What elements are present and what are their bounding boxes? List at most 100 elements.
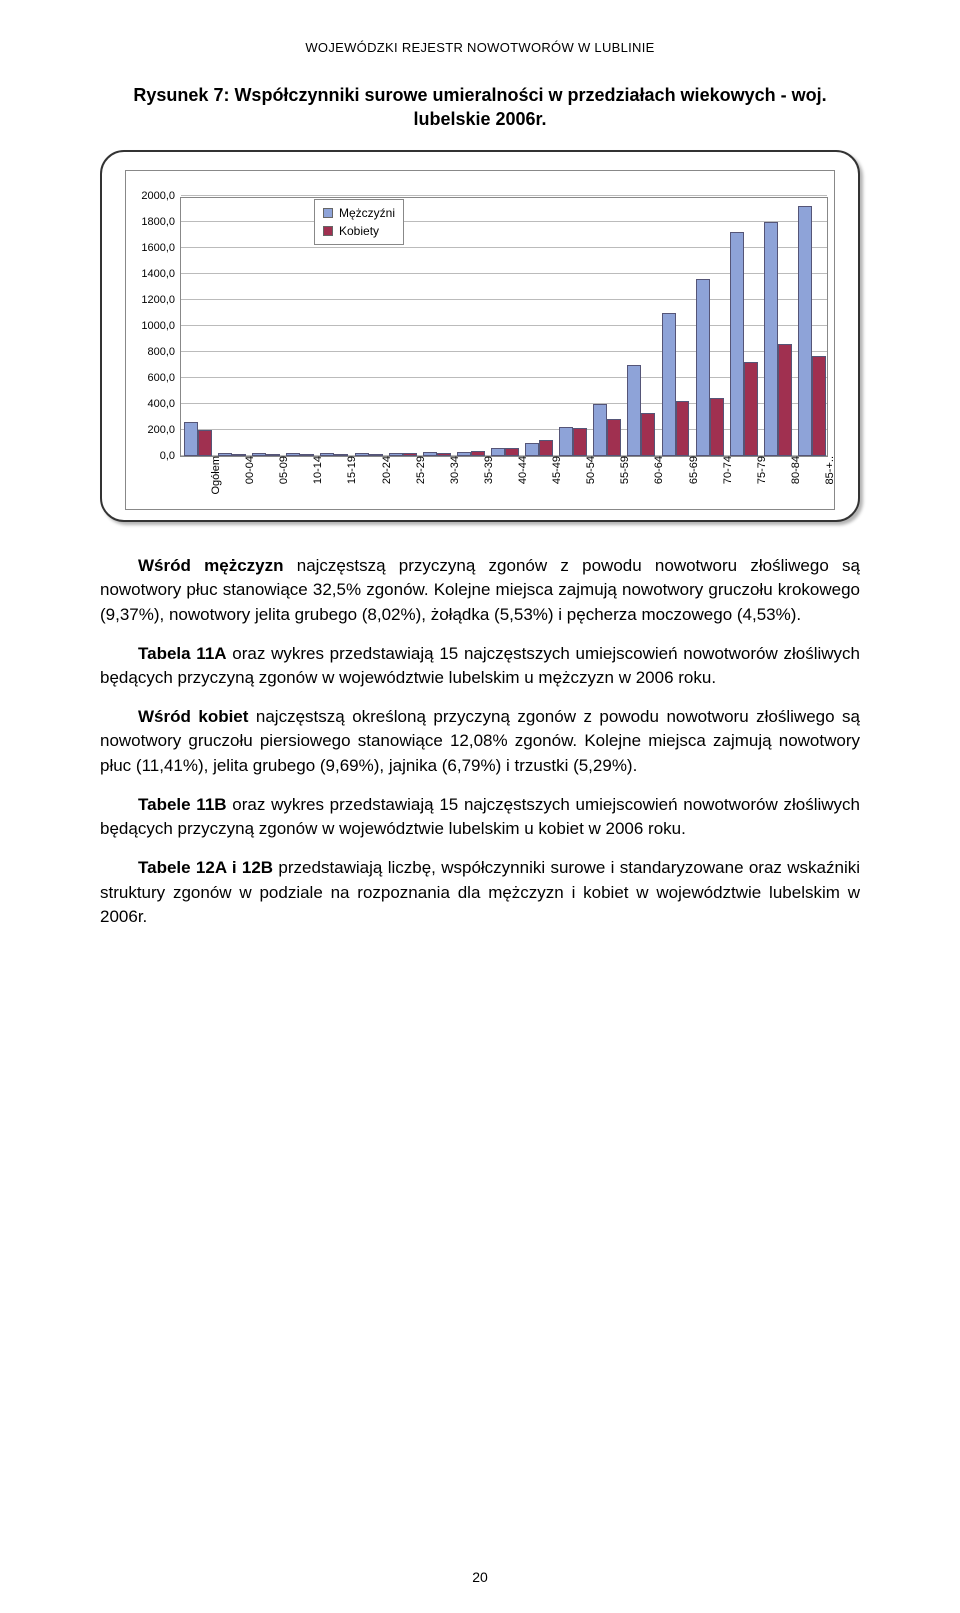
page-number: 20	[0, 1569, 960, 1585]
bar-m	[218, 453, 232, 456]
bar-m	[389, 453, 403, 456]
bar-m	[320, 453, 334, 456]
bar-k	[710, 398, 724, 455]
bar-k	[505, 448, 519, 456]
bar-group	[764, 198, 792, 456]
bar-k	[744, 362, 758, 456]
page-header: WOJEWÓDZKI REJESTR NOWOTWORÓW W LUBLINIE	[100, 40, 860, 55]
gridline	[181, 195, 827, 196]
bar-m	[184, 422, 198, 456]
p4-lead: Tabele 11B	[138, 795, 227, 814]
bar-group	[218, 198, 246, 456]
ytick-label: 0,0	[160, 450, 181, 462]
xtick-label: 50-54	[581, 456, 597, 484]
p5-lead: Tabele 12A i 12B	[138, 858, 273, 877]
bar-group	[423, 198, 451, 456]
bar-k	[676, 401, 690, 456]
bar-group	[559, 198, 587, 456]
bar-m	[798, 206, 812, 456]
bar-group	[184, 198, 212, 456]
bar-m	[355, 453, 369, 455]
xtick-label: 80-84	[786, 456, 802, 484]
p2-lead: Tabela 11A	[138, 644, 227, 663]
legend-row-k: Kobiety	[323, 222, 395, 240]
bar-group	[730, 198, 758, 456]
legend-label-k: Kobiety	[339, 222, 379, 240]
bar-group	[525, 198, 553, 456]
ytick-label: 1000,0	[141, 320, 181, 332]
xtick-label: 60-64	[649, 456, 665, 484]
chart-frame: 0,0 200,0 400,0 600,0 800,0 1000,0 1200,0 1400,…	[100, 150, 860, 522]
paragraph-1: Wśród mężczyzn najczęstszą przyczyną zgo…	[100, 554, 860, 628]
chart-inner: 0,0 200,0 400,0 600,0 800,0 1000,0 1200,0 1400,…	[125, 170, 835, 510]
bar-group	[491, 198, 519, 456]
ytick-label: 1200,0	[141, 294, 181, 306]
p1-lead: Wśród mężczyzn	[138, 556, 284, 575]
xtick-label: Ogółem	[206, 456, 222, 495]
ytick-label: 2000,0	[141, 190, 181, 202]
bar-m	[457, 452, 471, 456]
bar-m	[286, 453, 300, 455]
xtick-label: 20-24	[377, 456, 393, 484]
bar-group	[457, 198, 485, 456]
bar-k	[573, 428, 587, 455]
bar-group	[593, 198, 621, 456]
xtick-label: 25-29	[411, 456, 427, 484]
xtick-label: 75-79	[752, 456, 768, 484]
xtick-label: 35-39	[479, 456, 495, 484]
bar-group	[798, 198, 826, 456]
bar-k	[812, 356, 826, 456]
xtick-label: 65-69	[684, 456, 700, 484]
legend-label-m: Mężczyźni	[339, 204, 395, 222]
bar-k	[778, 344, 792, 456]
bar-k	[539, 440, 553, 456]
bar-m	[627, 365, 641, 456]
xtick-label: 10-14	[308, 456, 324, 484]
bar-m	[252, 453, 266, 455]
bar-m	[730, 232, 744, 456]
paragraph-4: Tabele 11B oraz wykres przedstawiają 15 …	[100, 793, 860, 842]
bar-m	[491, 448, 505, 455]
bar-k	[471, 451, 485, 456]
paragraph-2: Tabela 11A oraz wykres przedstawiają 15 …	[100, 642, 860, 691]
bar-group	[662, 198, 690, 456]
ytick-label: 400,0	[147, 398, 181, 410]
xtick-label: 70-74	[718, 456, 734, 484]
bar-k	[641, 413, 655, 456]
chart-legend: Mężczyźni Kobiety	[314, 199, 404, 245]
legend-row-m: Mężczyźni	[323, 204, 395, 222]
xtick-label: 30-34	[445, 456, 461, 484]
xtick-label: 15-19	[342, 456, 358, 484]
ytick-label: 200,0	[147, 424, 181, 436]
legend-swatch-k	[323, 226, 333, 236]
bar-m	[696, 279, 710, 456]
ytick-label: 600,0	[147, 372, 181, 384]
bar-group	[627, 198, 655, 456]
ytick-label: 1600,0	[141, 242, 181, 254]
bar-k	[198, 430, 212, 456]
xtick-label: 45-49	[547, 456, 563, 484]
ytick-label: 1800,0	[141, 216, 181, 228]
xtick-label: 05-09	[274, 456, 290, 484]
xtick-label: 00-04	[240, 456, 256, 484]
bar-m	[764, 222, 778, 456]
plot-area: 0,0200,0400,0600,0800,01000,01200,01400,…	[180, 197, 828, 457]
xtick-label: 55-59	[615, 456, 631, 484]
bar-m	[559, 427, 573, 456]
ytick-label: 1400,0	[141, 268, 181, 280]
bar-m	[662, 313, 676, 456]
bar-m	[423, 452, 437, 455]
bar-group	[696, 198, 724, 456]
ytick-label: 800,0	[147, 346, 181, 358]
xtick-label: 40-44	[513, 456, 529, 484]
p3-lead: Wśród kobiet	[138, 707, 248, 726]
bar-m	[593, 404, 607, 456]
legend-swatch-m	[323, 208, 333, 218]
bar-group	[252, 198, 280, 456]
paragraph-5: Tabele 12A i 12B przedstawiają liczbę, w…	[100, 856, 860, 930]
bar-m	[525, 443, 539, 456]
bar-group	[286, 198, 314, 456]
bar-k	[607, 419, 621, 455]
paragraph-3: Wśród kobiet najczęstszą określoną przyc…	[100, 705, 860, 779]
chart-title: Rysunek 7: Współczynniki surowe umieraln…	[100, 83, 860, 132]
